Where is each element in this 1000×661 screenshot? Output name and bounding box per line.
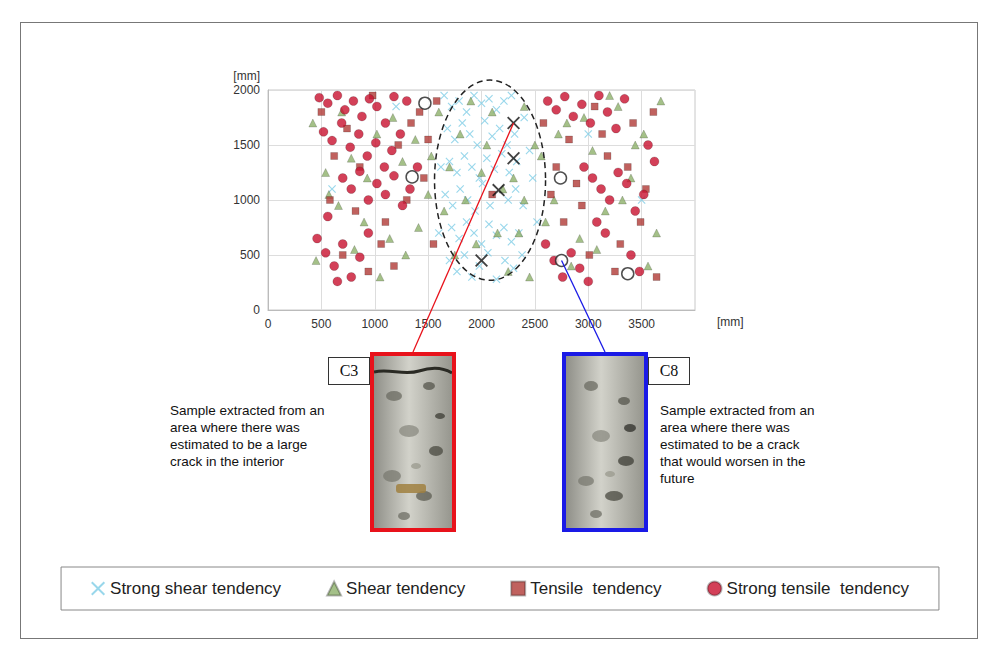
svg-text:0: 0: [253, 303, 260, 317]
svg-text:3000: 3000: [575, 317, 602, 331]
svg-text:Strong tensile tendency: Strong tensile tendency: [727, 579, 910, 598]
svg-text:3500: 3500: [628, 317, 655, 331]
html-text:crack in the interior: crack in the interior: [170, 454, 284, 469]
html-text:Sample extracted from an: Sample extracted from an: [660, 403, 815, 418]
html-text:Sample extracted from an: Sample extracted from an: [170, 403, 325, 418]
html-text:area where there was: area where there was: [660, 420, 790, 435]
html-text:estimated to be a crack: estimated to be a crack: [660, 437, 800, 452]
svg-text:[mm]: [mm]: [717, 315, 744, 329]
svg-text:500: 500: [311, 317, 331, 331]
svg-text:Strong shear tendency: Strong shear tendency: [110, 579, 282, 598]
svg-text:1000: 1000: [361, 317, 388, 331]
svg-text:2000: 2000: [233, 83, 260, 97]
html-text:area where there was: area where there was: [170, 420, 300, 435]
svg-text:Shear tendency: Shear tendency: [346, 579, 466, 598]
html-text:future: future: [660, 471, 695, 486]
svg-text:Tensile tendency: Tensile tendency: [530, 579, 662, 598]
html-text:estimated to be a large: estimated to be a large: [170, 437, 308, 452]
svg-text:1500: 1500: [233, 138, 260, 152]
html-text:C3: C3: [339, 362, 359, 379]
svg-text:2000: 2000: [468, 317, 495, 331]
html-text:C8: C8: [659, 362, 679, 379]
svg-text:1000: 1000: [233, 193, 260, 207]
html-text:that would worsen in the: that would worsen in the: [660, 454, 806, 469]
svg-text:1500: 1500: [415, 317, 442, 331]
svg-text:0: 0: [265, 317, 272, 331]
svg-text:[mm]: [mm]: [233, 69, 260, 83]
svg-text:500: 500: [240, 248, 260, 262]
svg-text:2500: 2500: [522, 317, 549, 331]
